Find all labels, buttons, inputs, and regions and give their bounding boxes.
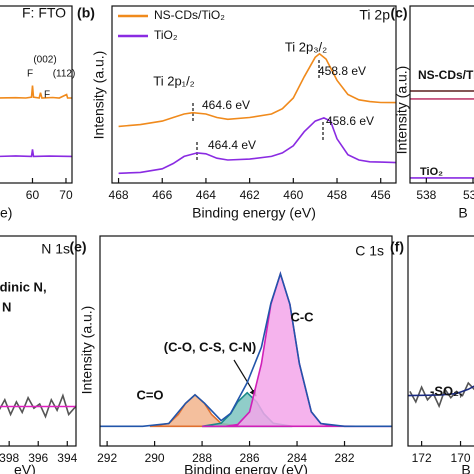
annotation: idinic N, xyxy=(0,279,47,294)
series-line xyxy=(0,149,72,158)
plot-frame xyxy=(409,5,474,184)
plot-area xyxy=(118,52,396,175)
x-tick-label: 458 xyxy=(327,188,347,202)
x-tick-label: 286 xyxy=(240,451,260,465)
x-tick-label: 460 xyxy=(283,188,303,202)
annotation: 464.4 eV xyxy=(208,138,256,152)
plot-frame xyxy=(99,235,393,447)
x-tick-label: 456 xyxy=(371,188,391,202)
y-axis-label: Intensity (a.u.) xyxy=(79,306,95,395)
x-tick-label: 466 xyxy=(152,188,172,202)
panel-title: C 1s xyxy=(355,243,384,259)
annotation: (002) xyxy=(33,55,56,66)
x-axis-label: eV) xyxy=(14,462,36,474)
x-tick-label: 70 xyxy=(59,188,73,202)
y-axis-label: Intensity (a.u.) xyxy=(91,51,107,140)
plot-frame xyxy=(0,235,77,447)
annotation: N xyxy=(2,299,11,314)
annotation: 464.6 eV xyxy=(202,98,250,112)
x-axis-label: Binding energy (eV) xyxy=(184,462,308,474)
annotation: (112) xyxy=(53,69,76,80)
panel-label: (e) xyxy=(69,239,86,255)
x-tick-label: 290 xyxy=(145,451,165,465)
plot-frame xyxy=(0,5,73,184)
x-tick-label: 172 xyxy=(412,451,432,465)
x-tick-label: 288 xyxy=(192,451,212,465)
x-tick-label: 394 xyxy=(57,451,77,465)
annotation: F xyxy=(27,69,33,80)
x-tick-label: 170 xyxy=(451,451,471,465)
arrow xyxy=(233,359,257,397)
x-axis-label: e) xyxy=(0,205,12,221)
series-line xyxy=(118,52,396,128)
annotation: Ti 2p₃/₂ xyxy=(285,39,327,54)
series-line xyxy=(118,117,396,175)
annotation: (C-O, C-S, C-N) xyxy=(164,339,256,354)
x-tick-label: 538 xyxy=(416,188,436,202)
plot-area xyxy=(410,90,474,179)
plot-frame xyxy=(407,235,474,447)
x-tick-label: 284 xyxy=(287,451,307,465)
series-line xyxy=(409,381,474,409)
x-tick-label: 536 xyxy=(463,188,474,202)
panel-label: (c) xyxy=(390,5,407,21)
panel-title: F: FTO xyxy=(22,5,66,21)
x-tick-label: 60 xyxy=(26,188,40,202)
x-tick-label: 282 xyxy=(335,451,355,465)
plot-area xyxy=(408,381,474,409)
x-tick-label: 468 xyxy=(109,188,129,202)
annotation: -SO₂, xyxy=(430,383,463,398)
panel-title: N 1s xyxy=(41,241,70,257)
series-line xyxy=(408,385,474,397)
plot-area xyxy=(0,85,72,158)
series-line xyxy=(100,271,392,428)
annotation: C-C xyxy=(290,309,314,324)
x-axis-label: B xyxy=(461,462,470,474)
x-tick-label: 462 xyxy=(240,188,260,202)
plot-frame xyxy=(111,5,397,184)
series-line xyxy=(0,85,72,99)
annotation: TiO₂ xyxy=(420,166,443,178)
plot-area xyxy=(100,271,392,428)
annotation: Ti 2p₁/₂ xyxy=(153,73,194,88)
legend-label: TiO₂ xyxy=(154,28,178,42)
x-axis-label: Binding energy (eV) xyxy=(192,205,316,221)
x-axis-label: B xyxy=(458,205,467,221)
x-tick-label: 292 xyxy=(97,451,117,465)
annotation: 458.8 eV xyxy=(318,64,366,78)
x-tick-label: 398 xyxy=(0,451,20,465)
panel-label: (f) xyxy=(390,239,404,255)
x-tick-label: 396 xyxy=(28,451,48,465)
panel-label: (b) xyxy=(77,5,95,21)
plot-area xyxy=(0,393,76,419)
annotation: NS-CDs/Ti xyxy=(418,68,474,82)
x-tick-label: 464 xyxy=(196,188,216,202)
y-axis-label: Intensity (a.u.) xyxy=(394,66,410,155)
annotation: C=O xyxy=(136,387,163,402)
annotation: 458.6 eV xyxy=(326,114,374,128)
panel-title: Ti 2p xyxy=(359,7,390,23)
legend-label: NS-CDs/TiO₂ xyxy=(154,8,225,22)
annotation: F xyxy=(44,90,50,101)
